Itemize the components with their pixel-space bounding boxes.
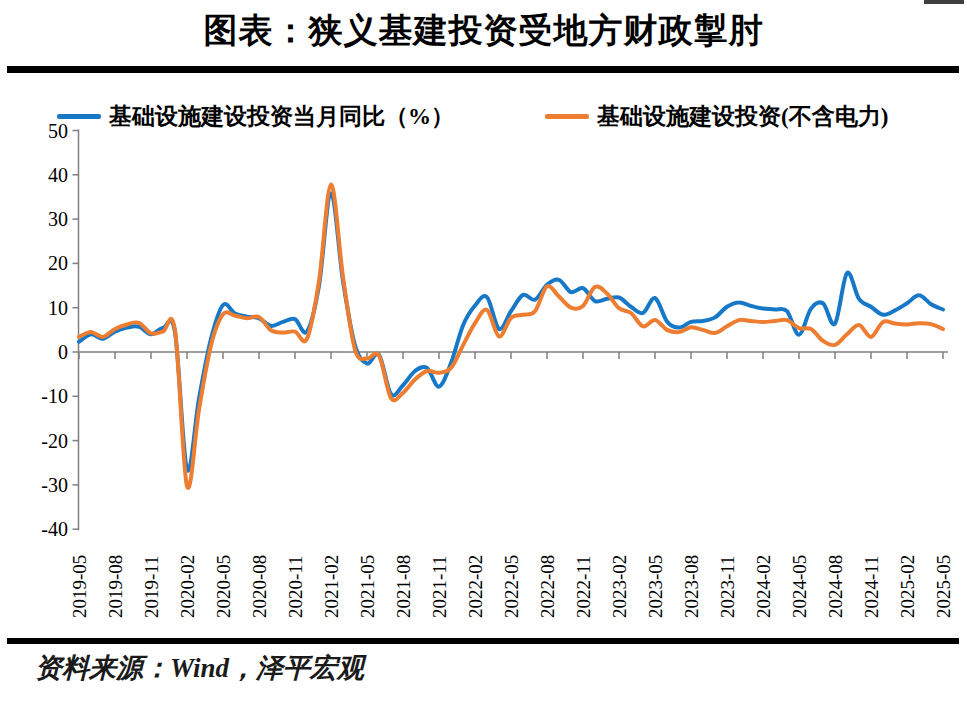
y-axis-tick-label: -20 (41, 430, 68, 452)
x-axis-tick-label: 2019-05 (69, 555, 90, 618)
y-axis-tick-label: -30 (41, 474, 68, 496)
y-axis-tick-label: 20 (48, 252, 68, 274)
x-axis-tick-label: 2022-08 (537, 555, 558, 618)
x-axis-tick-label: 2021-02 (321, 555, 342, 618)
x-axis-tick-label: 2023-08 (681, 555, 702, 618)
x-axis-tick-label: 2023-05 (645, 555, 666, 618)
x-axis-tick-label: 2024-02 (753, 555, 774, 618)
x-axis-tick-label: 2020-08 (249, 555, 270, 618)
x-axis-tick-label: 2025-02 (897, 555, 918, 618)
x-axis-tick-label: 2019-11 (141, 555, 162, 618)
data-source-note: 资料来源：Wind，泽平宏观 (35, 650, 364, 686)
x-axis-tick-label: 2022-05 (501, 555, 522, 618)
x-axis-tick-label: 2023-11 (717, 555, 738, 618)
x-axis-tick-label: 2021-11 (429, 555, 450, 618)
x-axis-tick-label: 2022-11 (573, 555, 594, 618)
x-axis-tick-label: 2020-02 (177, 555, 198, 618)
x-axis-tick-label: 2025-05 (933, 555, 954, 618)
x-axis-tick-label: 2023-02 (609, 555, 630, 618)
y-axis-tick-label: -10 (41, 385, 68, 407)
x-axis-tick-label: 2024-08 (825, 555, 846, 618)
y-axis-tick-label: 40 (48, 164, 68, 186)
x-axis-tick-label: 2022-02 (465, 555, 486, 618)
x-axis-tick-label: 2020-05 (213, 555, 234, 618)
x-axis-tick-label: 2021-08 (393, 555, 414, 618)
x-axis-tick-label: 2024-11 (861, 555, 882, 618)
x-axis-tick-label: 2024-05 (789, 555, 810, 618)
y-axis-tick-label: 30 (48, 208, 68, 230)
x-axis-tick-label: 2020-11 (285, 555, 306, 618)
footer-divider-rule (7, 638, 959, 644)
report-page: 图表：狭义基建投资受地方财政掣肘 基础设施建设投资当月同比（%） 基础设施建设投… (0, 0, 967, 706)
series-line-infrastructure-ex-power (79, 184, 943, 487)
y-axis-tick-label: 50 (48, 120, 68, 142)
y-axis-tick-label: 10 (48, 297, 68, 319)
y-axis-tick-label: 0 (58, 341, 68, 363)
x-axis-tick-label: 2019-08 (105, 555, 126, 618)
line-chart-canvas: 50 40 30 20 10 0 -10 -20 -30 -402019-05 2019-08 201… (0, 0, 967, 706)
x-axis-tick-label: 2021-05 (357, 555, 378, 618)
y-axis-tick-label: -40 (41, 518, 68, 540)
